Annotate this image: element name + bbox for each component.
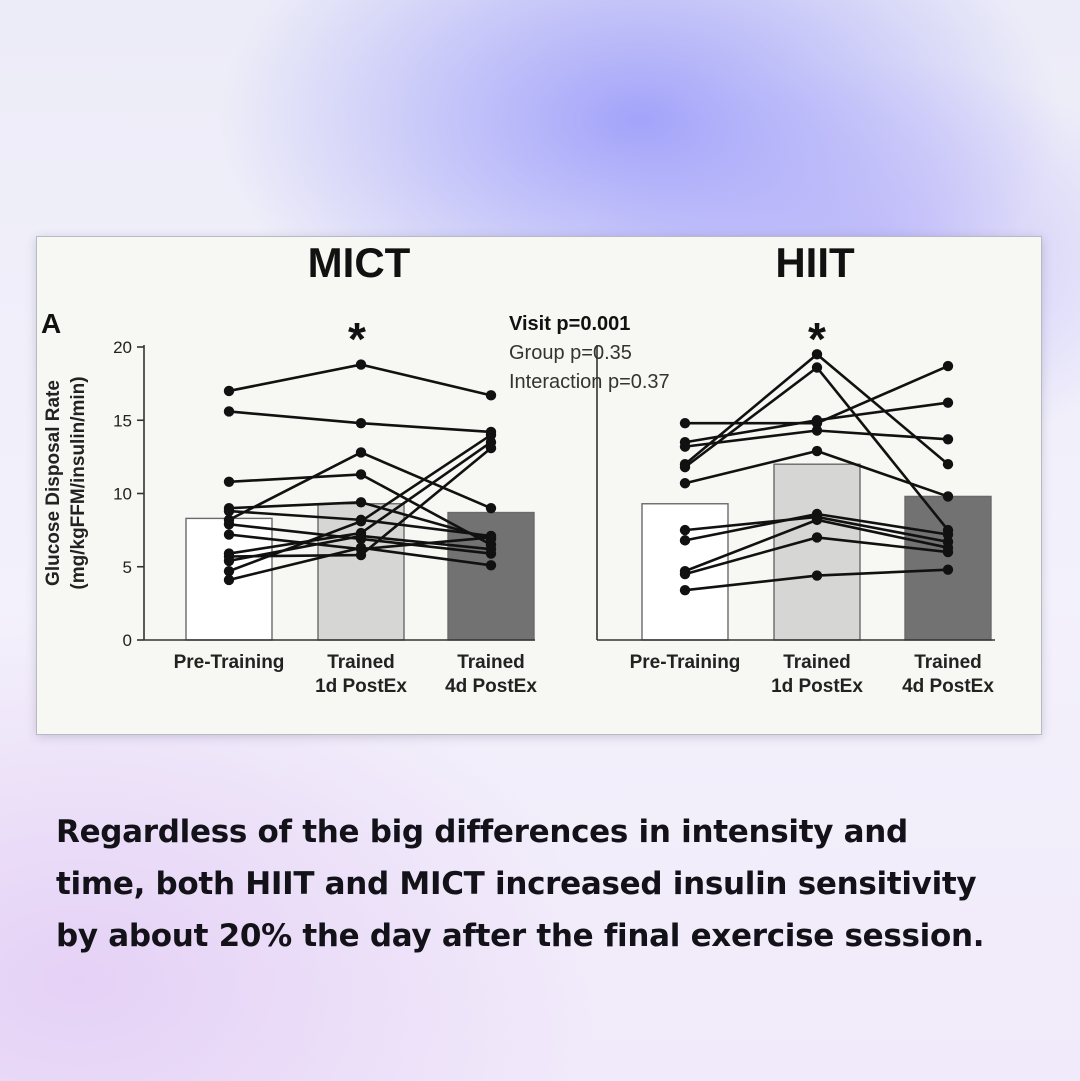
subject-point <box>942 459 954 470</box>
x-tick-label: Trained <box>327 652 395 673</box>
x-tick-label: 4d PostEx <box>902 676 994 697</box>
subject-point <box>223 555 235 567</box>
subject-point <box>485 442 497 454</box>
subject-point <box>679 417 691 429</box>
subject-point <box>679 461 691 473</box>
x-tick-label: Trained <box>914 652 982 673</box>
x-tick-label: 4d PostEx <box>445 676 537 697</box>
subject-point <box>223 406 235 417</box>
subject-point <box>355 417 367 429</box>
subject-point <box>679 478 691 489</box>
stats-annotation: Interaction p=0.37 <box>509 371 670 393</box>
subject-point <box>942 397 954 408</box>
y-tick-label: 10 <box>113 485 132 504</box>
subject-point <box>485 390 497 401</box>
y-axis-label: (mg/kgFFM/insulin/min) <box>68 376 89 589</box>
subject-point <box>811 514 823 526</box>
subject-point <box>485 560 497 571</box>
subject-point <box>811 532 823 543</box>
subject-point <box>485 532 497 543</box>
subject-point <box>942 529 954 540</box>
subject-point <box>355 542 367 553</box>
figure-chart: A Glucose Disposal Rate (mg/kgFFM/insulin/… <box>41 239 995 697</box>
subject-point <box>942 360 954 372</box>
x-tick-label: Trained <box>783 652 851 673</box>
subject-point <box>485 502 497 514</box>
subject-point <box>679 441 691 452</box>
subject-point <box>811 415 823 426</box>
subject-point <box>355 549 367 561</box>
subject-point <box>355 359 367 370</box>
subject-point <box>223 505 235 517</box>
subject-point <box>679 568 691 580</box>
subject-point <box>355 516 367 527</box>
subject-point <box>811 362 823 373</box>
subject-point <box>811 570 823 581</box>
panel-letter: A <box>41 308 61 339</box>
subject-point <box>942 546 954 558</box>
subject-point <box>223 476 235 487</box>
y-axis-label: Glucose Disposal Rate <box>43 380 64 586</box>
stats-annotation: Group p=0.35 <box>509 342 632 364</box>
significance-star: * <box>808 313 826 365</box>
y-tick-label: 0 <box>123 631 132 650</box>
y-tick-label: 5 <box>123 558 132 577</box>
subject-point <box>485 429 497 441</box>
stats-annotation: Visit p=0.001 <box>509 313 630 335</box>
subject-point <box>355 469 367 480</box>
subject-point <box>355 447 367 458</box>
significance-star: * <box>348 313 366 365</box>
y-tick-label: 15 <box>113 411 132 430</box>
subject-line <box>685 364 949 425</box>
subject-point <box>355 497 367 508</box>
subject-point <box>811 349 823 360</box>
x-tick-label: Trained <box>457 652 525 673</box>
subject-point <box>942 491 954 502</box>
y-tick-label: 20 <box>113 338 132 357</box>
subject-point <box>223 565 235 577</box>
x-tick-label: 1d PostEx <box>771 676 863 697</box>
subject-point <box>223 529 235 540</box>
chart-title: HIIT <box>775 239 855 286</box>
subject-point <box>485 543 497 555</box>
subject-point <box>679 535 691 546</box>
x-tick-label: Pre-Training <box>174 652 285 673</box>
caption-line: time, both HIIT and MICT increased insul… <box>56 866 977 902</box>
caption-line: Regardless of the big differences in int… <box>56 814 908 850</box>
subject-point <box>223 574 235 586</box>
subject-point <box>223 519 235 530</box>
subject-point <box>942 434 954 445</box>
subject-point <box>811 425 823 436</box>
x-tick-label: 1d PostEx <box>315 676 407 697</box>
bar <box>773 463 861 641</box>
subject-point <box>942 564 954 575</box>
caption-line: by about 20% the day after the final exe… <box>56 918 985 954</box>
subject-point <box>811 445 823 457</box>
figure-card: A Glucose Disposal Rate (mg/kgFFM/insulin/… <box>37 237 1041 734</box>
subject-point <box>223 385 235 397</box>
subject-point <box>679 584 691 596</box>
chart-title: MICT <box>308 239 411 286</box>
x-tick-label: Pre-Training <box>630 652 741 673</box>
subject-point <box>355 530 367 542</box>
caption: Regardless of the big differences in int… <box>56 806 1046 962</box>
subject-point <box>679 524 691 536</box>
